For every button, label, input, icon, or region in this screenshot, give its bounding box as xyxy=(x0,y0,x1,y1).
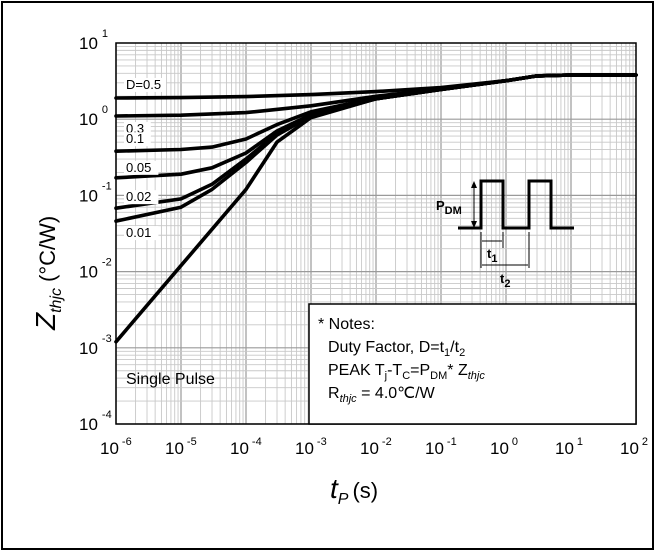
series-label: D=0.5 xyxy=(126,77,161,92)
pdm-arrow-head-bottom xyxy=(471,221,477,228)
x-tick-label: 10 -5 xyxy=(165,436,197,458)
series-label-bg xyxy=(124,77,166,92)
x-tick-labels: 10 -6 10 -5 10 -4 10 -3 10 -2 10 -1 10 0 10 1 10 2 xyxy=(100,436,648,458)
x-tick-label: 10 -6 xyxy=(100,436,132,458)
notes-resistance: Rthjc = 4.0℃/W xyxy=(328,385,436,405)
x-tick-label: 10 -3 xyxy=(295,436,327,458)
series-line-6 xyxy=(114,73,638,344)
notes-header: * Notes: xyxy=(318,316,375,333)
pulse-waveform xyxy=(458,179,574,230)
pdm-label: PDM xyxy=(436,198,462,217)
pulse-inset: PDM t1 t2 xyxy=(436,179,574,290)
x-tick-label: 10 1 xyxy=(555,436,583,458)
series-label-single-pulse: Single Pulse xyxy=(126,371,215,388)
y-tick-label: 10 0 xyxy=(79,104,108,129)
series-label: 0.1 xyxy=(126,131,144,146)
notes-box xyxy=(308,303,637,425)
x-tick-label: 10 -4 xyxy=(230,436,262,458)
series-label-bg xyxy=(124,190,159,205)
notes-duty-factor: Duty Factor, D=t1/t2 xyxy=(328,339,465,359)
pdm-arrow-head-top xyxy=(471,181,477,188)
series-label: 0.05 xyxy=(126,160,151,175)
notes-peak-temp: PEAK Tj-TC=PDM* Zthjc xyxy=(328,362,485,382)
x-tick-label: 10 -1 xyxy=(425,436,457,458)
x-tick-label: 10 2 xyxy=(620,436,648,458)
series-label-bg xyxy=(124,226,159,241)
series-label: 0.02 xyxy=(126,189,151,204)
series-label-bg xyxy=(124,160,159,175)
x-tick-label: 10 -2 xyxy=(360,436,392,458)
y-tick-label: 10 -1 xyxy=(79,180,112,205)
t2-label: t2 xyxy=(500,271,510,290)
grid xyxy=(115,43,636,425)
y-axis-title: Zthjc(°C/W) xyxy=(30,216,65,331)
series-label: 0.01 xyxy=(126,225,151,240)
y-tick-label: 10 1 xyxy=(79,28,108,53)
y-tick-label: 10 -2 xyxy=(79,257,112,282)
curves xyxy=(114,73,638,344)
x-axis-title: tP (s) xyxy=(330,473,378,508)
t1-label: t1 xyxy=(487,246,497,265)
y-tick-label: 10 -3 xyxy=(79,333,112,358)
series-label-bg xyxy=(124,132,151,147)
y-tick-label: 10 -4 xyxy=(79,409,112,434)
x-tick-label: 10 0 xyxy=(490,436,518,458)
